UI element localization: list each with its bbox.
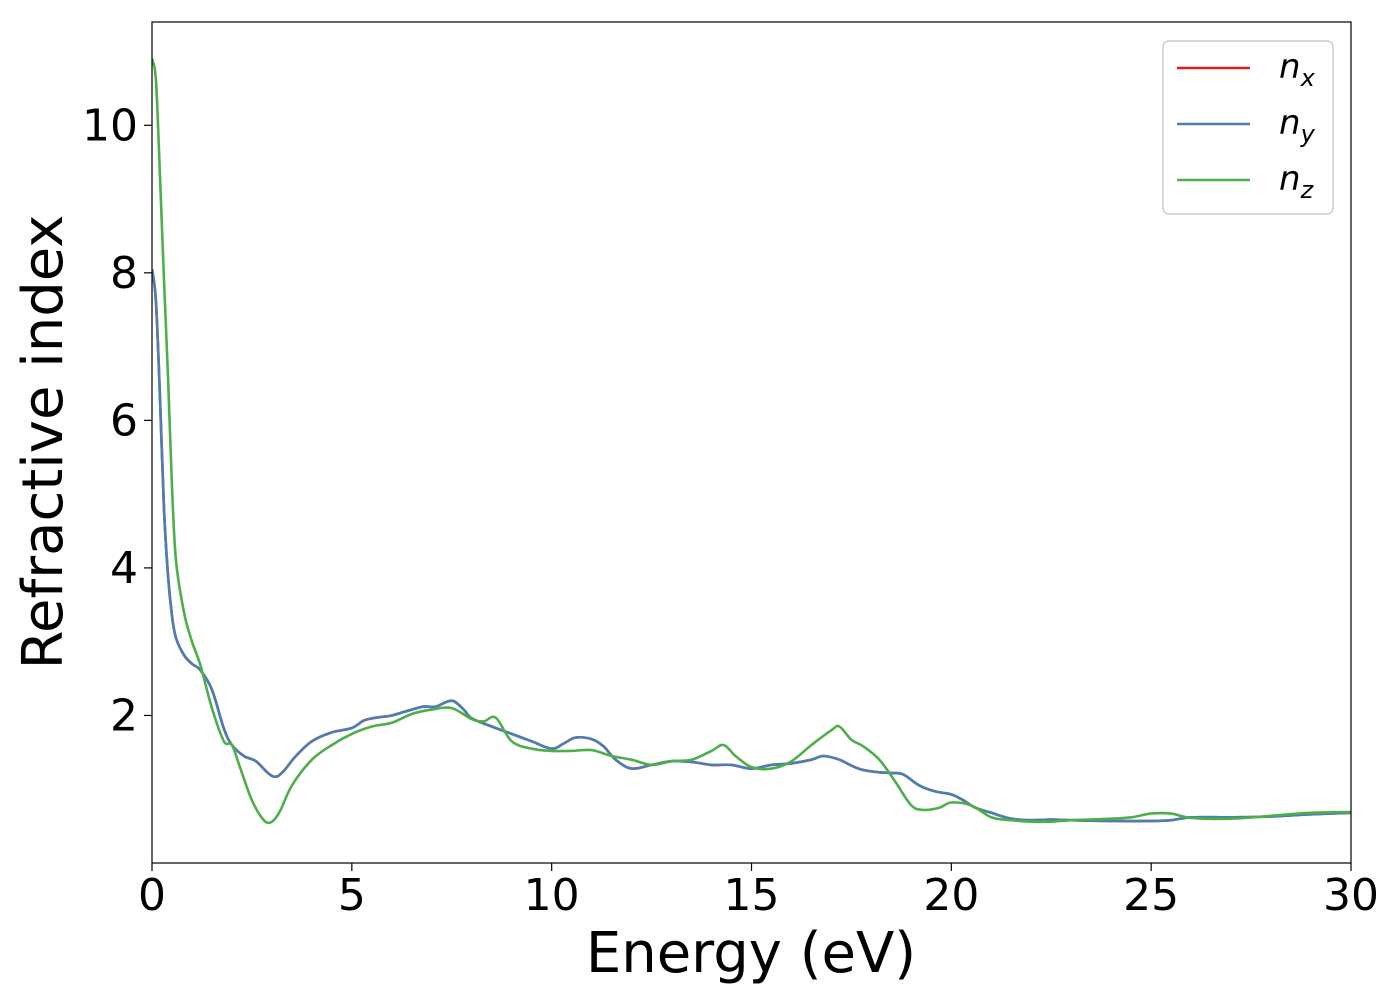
- legend-label-ny: ny: [1279, 103, 1316, 148]
- x-tick-label: 15: [724, 870, 780, 921]
- x-tick-label: 0: [138, 870, 166, 921]
- series-layer: [152, 58, 1351, 825]
- y-tick-label: 2: [110, 690, 138, 741]
- legend-label-nz: nz: [1279, 159, 1315, 204]
- series-line-nz: [152, 58, 1351, 825]
- x-tick-label: 5: [338, 870, 366, 921]
- y-tick-label: 10: [82, 100, 138, 151]
- x-axis-label: Energy (eV): [586, 921, 916, 986]
- legend-label-nx: nx: [1279, 47, 1316, 92]
- y-tick-label: 6: [110, 395, 138, 446]
- y-axis-ticks: 2 4 6 8 10: [82, 100, 152, 741]
- y-tick-label: 4: [110, 543, 138, 594]
- legend: nx ny nz: [1162, 40, 1334, 215]
- x-tick-label: 10: [524, 870, 580, 921]
- legend-box: [1162, 40, 1334, 215]
- y-axis-label: Refractive index: [11, 215, 76, 670]
- y-tick-label: 8: [110, 248, 138, 299]
- x-tick-label: 30: [1323, 870, 1379, 921]
- x-axis-ticks: 0 5 10 15 20 25 30: [138, 863, 1379, 921]
- x-tick-label: 25: [1123, 870, 1179, 921]
- x-tick-label: 20: [923, 870, 979, 921]
